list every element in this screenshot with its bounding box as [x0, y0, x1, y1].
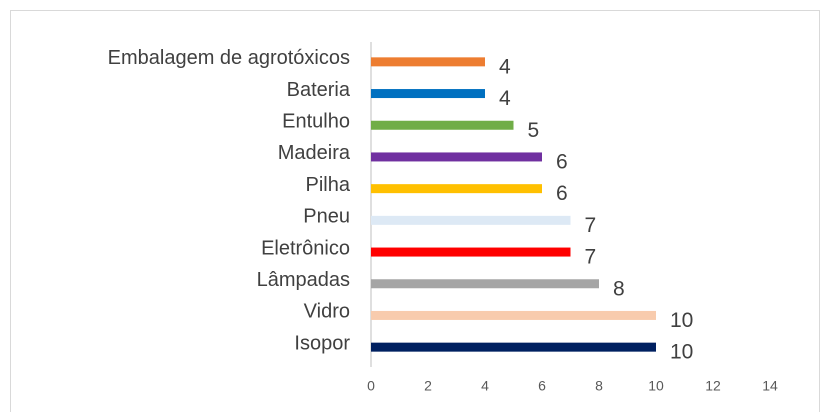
data-label: 8	[613, 277, 625, 300]
x-tick-label: 0	[367, 378, 375, 394]
y-tick-label: Eletrônico	[261, 237, 350, 259]
data-label: 5	[528, 119, 540, 142]
data-label: 4	[499, 87, 511, 110]
y-tick-label: Lâmpadas	[257, 269, 350, 291]
bar	[371, 152, 542, 162]
data-label: 6	[556, 182, 568, 205]
x-tick-label: 14	[762, 378, 778, 394]
x-tick-label: 12	[705, 378, 721, 394]
y-tick-label: Isopor	[294, 332, 350, 354]
bar	[371, 57, 485, 67]
bar	[371, 310, 656, 320]
y-tick-label: Entulho	[282, 111, 350, 133]
bar	[371, 120, 514, 130]
bar	[371, 279, 599, 289]
bar	[371, 89, 485, 99]
data-label: 7	[585, 246, 597, 269]
x-tick-label: 10	[648, 378, 664, 394]
y-tick-label: Pilha	[306, 174, 351, 196]
bar	[371, 215, 571, 225]
y-tick-label: Embalagem de agrotóxicos	[108, 47, 350, 69]
y-tick-label: Pneu	[303, 206, 350, 228]
bar	[371, 342, 656, 352]
x-tick-label: 2	[424, 378, 432, 394]
bar	[371, 184, 542, 194]
data-label: 4	[499, 55, 511, 78]
bar	[371, 247, 571, 257]
data-label: 6	[556, 150, 568, 173]
y-tick-label: Madeira	[278, 142, 351, 164]
x-tick-label: 8	[595, 378, 603, 394]
y-tick-label: Vidro	[304, 301, 350, 323]
y-tick-label: Bateria	[287, 79, 351, 101]
data-label: 10	[670, 309, 693, 332]
x-tick-label: 4	[481, 378, 489, 394]
x-tick-label: 6	[538, 378, 546, 394]
data-label: 10	[670, 341, 693, 364]
data-label: 7	[585, 214, 597, 237]
chart-frame	[10, 10, 820, 412]
